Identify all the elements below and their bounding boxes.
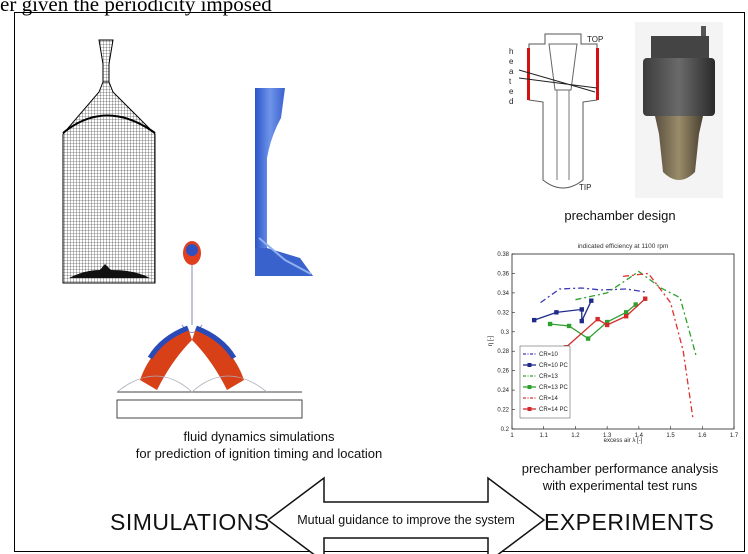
x-tick-label: 1.4 — [635, 433, 644, 439]
legend-label: CR=13 PC — [539, 385, 569, 391]
series-point — [604, 319, 610, 325]
legend-marker — [527, 385, 532, 389]
cfd-section-image — [255, 88, 313, 276]
y-tick-label: 0.36 — [497, 271, 509, 277]
series-point — [595, 316, 600, 322]
heated-letter-e1: e — [509, 57, 514, 66]
chart-title: indicated efficiency at 1100 rpm — [578, 243, 669, 250]
series-line — [540, 287, 646, 304]
x-tick-label: 1.5 — [666, 433, 675, 439]
legend-marker — [527, 363, 532, 367]
y-tick-label: 0.2 — [501, 427, 510, 433]
experiments-title: EXPERIMENTS — [544, 509, 715, 535]
series-point — [579, 307, 584, 312]
series-point — [579, 318, 584, 324]
series-point — [643, 296, 648, 301]
efficiency-chart: indicated efficiency at 1100 rpm excess … — [488, 243, 739, 444]
top-label: TOP — [587, 35, 603, 44]
tip-label: TIP — [579, 183, 591, 192]
prechamber-design-label: prechamber design — [564, 208, 676, 223]
prechamber-drawing: TOP TIP h e a t e d — [509, 33, 603, 192]
legend-marker — [527, 407, 532, 411]
y-tick-label: 0.34 — [497, 291, 509, 297]
y-tick-label: 0.26 — [497, 369, 509, 375]
x-tick-label: 1.7 — [730, 433, 739, 439]
series-point — [623, 310, 629, 315]
legend-label: CR=13 — [539, 374, 559, 380]
chart-legend — [519, 345, 571, 419]
cfd-mesh-image — [62, 39, 156, 284]
series-point — [566, 323, 572, 329]
x-tick-label: 1.3 — [603, 433, 612, 439]
series-point — [532, 317, 537, 323]
y-tick-label: 0.22 — [497, 408, 509, 414]
simulation-caption-line2: for prediction of ignition timing and lo… — [135, 446, 383, 461]
series-line — [575, 270, 697, 356]
legend-label: CR=14 — [539, 396, 559, 402]
y-tick-label: 0.3 — [501, 330, 510, 336]
heated-letter-t: t — [509, 77, 512, 86]
simulations-title: SIMULATIONS — [110, 509, 270, 535]
heated-letter-h: h — [509, 47, 513, 56]
series-point — [547, 321, 553, 327]
y-tick-label: 0.32 — [497, 310, 509, 316]
series-line — [622, 272, 694, 418]
y-tick-label: 0.38 — [497, 252, 509, 258]
performance-caption: prechamber performance analysis with exp… — [500, 460, 740, 494]
series-point — [585, 336, 591, 341]
simulation-caption: fluid dynamics simulations for predictio… — [130, 428, 388, 462]
series-point — [604, 322, 610, 328]
legend-label: CR=10 PC — [539, 363, 569, 369]
heated-letter-d: d — [509, 97, 513, 106]
y-tick-label: 0.24 — [497, 388, 509, 394]
double-arrow: Mutual guidance to improve the system — [266, 476, 546, 554]
y-tick-label: 0.28 — [497, 349, 509, 355]
x-tick-label: 1 — [510, 433, 514, 439]
x-tick-label: 1.1 — [540, 433, 549, 439]
series-point — [589, 298, 594, 303]
series-point — [554, 310, 559, 315]
chart-x-label: excess air λ [-] — [604, 438, 643, 444]
simulation-caption-line1: fluid dynamics simulations — [183, 429, 335, 444]
arrow-label: Mutual guidance to improve the system — [297, 513, 514, 527]
legend-label: CR=10 — [539, 352, 559, 358]
performance-caption-line1: prechamber performance analysis — [521, 461, 719, 476]
ignition-simulation-image — [116, 241, 303, 419]
heated-letter-e2: e — [509, 87, 514, 96]
series-point — [633, 302, 638, 307]
figure-frame — [14, 12, 745, 552]
performance-caption-line2: with experimental test runs — [542, 478, 698, 493]
x-tick-label: 1.2 — [571, 433, 580, 439]
series-point — [623, 314, 629, 319]
chart-y-label: η [-] — [488, 336, 494, 347]
prechamber-photo — [635, 22, 723, 198]
legend-label: CR=14 PC — [539, 407, 569, 413]
heated-letter-a: a — [509, 67, 514, 76]
x-tick-label: 1.6 — [698, 433, 707, 439]
